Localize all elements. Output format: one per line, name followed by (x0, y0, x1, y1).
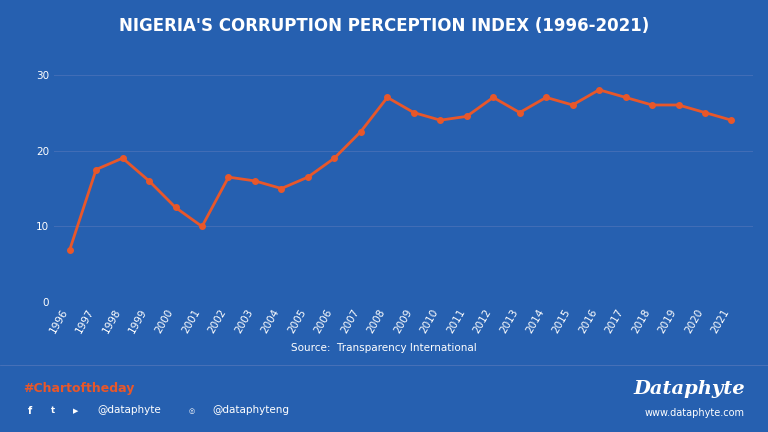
Text: @dataphyteng: @dataphyteng (213, 405, 290, 416)
Text: #Chartoftheday: #Chartoftheday (23, 382, 134, 395)
Text: ▶: ▶ (74, 408, 78, 414)
Text: f: f (28, 406, 32, 416)
Text: NIGERIA'S CORRUPTION PERCEPTION INDEX (1996-2021): NIGERIA'S CORRUPTION PERCEPTION INDEX (1… (119, 17, 649, 35)
Text: Dataphyte: Dataphyte (634, 380, 745, 398)
Text: Source:  Transparency International: Source: Transparency International (291, 343, 477, 353)
Text: www.dataphyte.com: www.dataphyte.com (645, 407, 745, 418)
Text: @dataphyte: @dataphyte (98, 405, 161, 416)
Text: ◎: ◎ (188, 408, 194, 414)
Text: t: t (51, 407, 55, 415)
